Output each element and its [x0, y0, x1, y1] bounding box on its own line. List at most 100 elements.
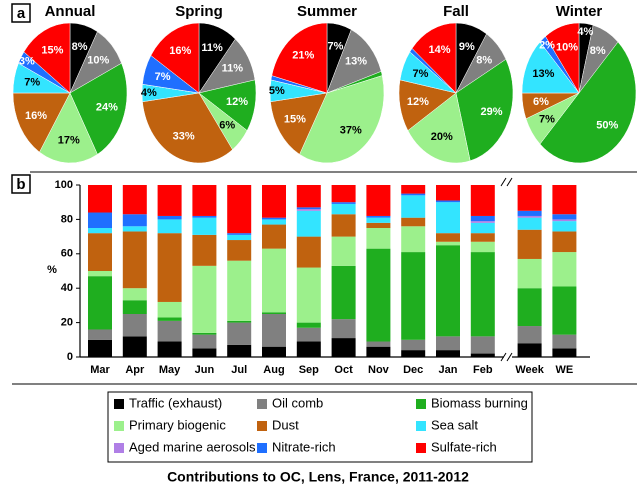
pie-slice: [271, 22, 328, 94]
pie-label: 7%: [539, 114, 555, 126]
bar-segment: [552, 252, 577, 287]
bar-segment: [436, 200, 460, 203]
caption: Contributions to OC, Lens, France, 2011-…: [167, 469, 469, 485]
y-tick-label: 0: [67, 351, 73, 363]
bar-segment: [517, 288, 542, 327]
bar-segment: [331, 185, 356, 203]
pie-label: 12%: [407, 96, 429, 108]
pie-slice: [39, 92, 98, 164]
axis-break: [500, 177, 513, 362]
bar-segment: [262, 346, 286, 357]
pie-label: 20%: [431, 131, 453, 143]
pie-slice: [326, 29, 382, 94]
bar-segment: [296, 267, 321, 323]
legend-swatch: [114, 399, 124, 409]
pie-label: 7%: [412, 68, 428, 80]
bar-segment: [470, 353, 495, 357]
pie-label: 13%: [532, 68, 554, 80]
bar-segment: [401, 193, 426, 196]
bar-segment: [157, 317, 182, 321]
bar-segment: [552, 334, 577, 349]
bar-segment: [262, 185, 286, 218]
bar-segment: [436, 202, 460, 234]
bar-segment: [401, 195, 426, 218]
pie-label: 7%: [24, 77, 40, 89]
legend-swatch: [257, 443, 267, 453]
pie-label: 7%: [155, 71, 171, 83]
bar-segment: [366, 346, 391, 357]
bar-segment: [157, 320, 182, 342]
bar-segment: [366, 341, 391, 347]
bar-segment: [192, 217, 217, 235]
panel-box: [11, 3, 31, 23]
legend-label: Oil comb: [272, 395, 323, 410]
bar-segment: [122, 226, 147, 232]
bar-segment: [366, 222, 391, 228]
bar-segment: [401, 339, 426, 351]
bar-segment: [401, 226, 426, 253]
bar-segment: [88, 212, 112, 228]
y-tick-label: 20: [61, 317, 73, 329]
panel-label: b: [16, 176, 25, 193]
bar-segment: [192, 332, 217, 335]
bar-segment: [296, 207, 321, 210]
pie-title: Annual: [45, 3, 96, 20]
bar-segment: [192, 265, 217, 333]
x-tick-label: Week: [515, 364, 544, 376]
pie-title: Spring: [175, 3, 223, 20]
pie-slice: [407, 92, 471, 164]
pie-label: 4%: [141, 87, 157, 99]
bar-segment: [122, 336, 147, 357]
pie-label: 7%: [328, 40, 344, 52]
bar-segment: [552, 214, 577, 220]
pie-slice: [545, 22, 580, 94]
bar-segment: [436, 245, 460, 337]
pie-label: 6%: [533, 96, 549, 108]
pie-label: 13%: [345, 55, 367, 67]
bar-segment: [192, 348, 217, 357]
panel-label: a: [17, 5, 26, 22]
bar-segment: [552, 219, 577, 222]
bar-segment: [436, 350, 460, 357]
bar-segment: [470, 336, 495, 354]
bar-segment: [470, 222, 495, 234]
bar-segment: [296, 236, 321, 268]
bar-segment: [157, 341, 182, 357]
bar-segment: [401, 252, 426, 340]
x-tick-label: Nov: [368, 364, 390, 376]
pie-label: 11%: [201, 42, 223, 54]
bar-segment: [122, 231, 147, 289]
bar-segment: [262, 312, 286, 314]
bar-segment: [366, 248, 391, 342]
bar-segment: [157, 301, 182, 318]
pie-label: 37%: [340, 125, 362, 137]
pie-label: 14%: [428, 44, 450, 56]
bar-segment: [470, 252, 495, 337]
pie-label: 2%: [539, 39, 555, 51]
bar-segment: [296, 210, 321, 237]
bar-segment: [517, 210, 542, 216]
bar-segment: [517, 229, 542, 259]
bar-segment: [517, 258, 542, 289]
x-tick-label: Jul: [231, 364, 247, 376]
legend-swatch: [114, 443, 124, 453]
bar-segment: [122, 314, 147, 337]
legend-swatch: [416, 421, 426, 431]
bar-segment: [331, 338, 356, 357]
bar-segment: [436, 241, 460, 246]
bar-segment: [227, 240, 252, 261]
bar-segment: [470, 221, 495, 223]
bar-segment: [331, 202, 356, 204]
pie-label: 10%: [87, 54, 109, 66]
x-tick-label: Dec: [403, 364, 423, 376]
bar-segment: [401, 185, 426, 194]
bar-segment: [262, 314, 286, 347]
bar-segment: [366, 215, 391, 218]
bar-segment: [192, 185, 217, 216]
legend-swatch: [416, 399, 426, 409]
bar-segment: [552, 221, 577, 232]
bar-segment: [401, 350, 426, 357]
pie-slice: [12, 92, 71, 153]
bar-segment: [122, 214, 147, 227]
